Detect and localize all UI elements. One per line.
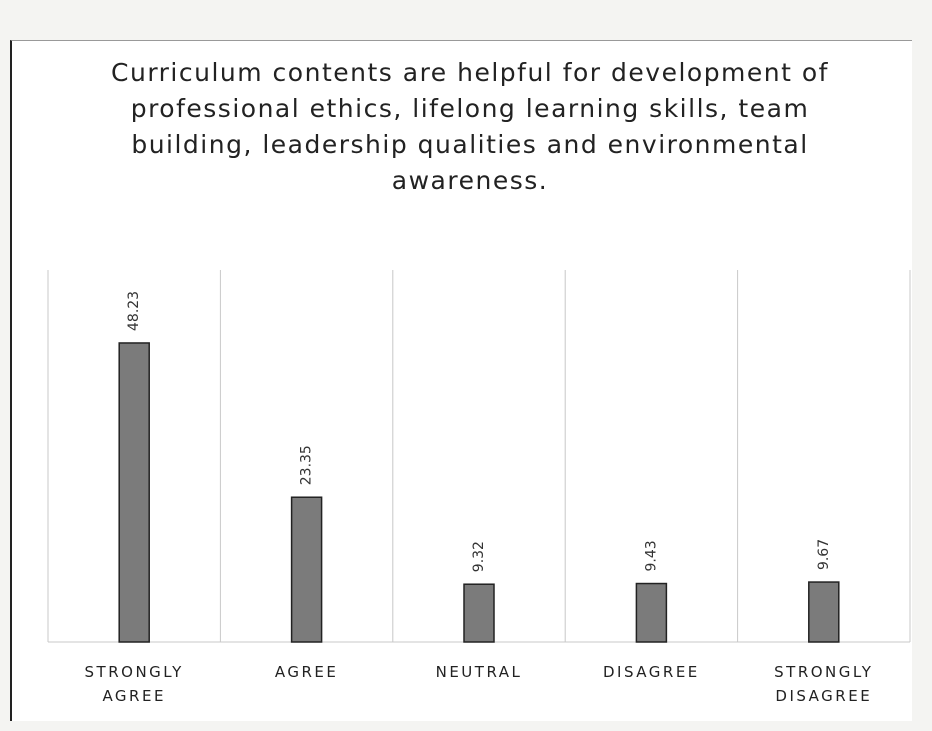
- x-tick-label: STRONGLY AGREE: [84, 663, 184, 705]
- value-label: 48.23: [126, 291, 142, 331]
- value-label: 9.43: [643, 540, 659, 571]
- chart-title: Curriculum contents are helpful for deve…: [111, 58, 829, 195]
- x-tick-label: NEUTRAL: [435, 663, 523, 681]
- x-tick-label: AGREE: [274, 663, 339, 681]
- bar: [118, 342, 150, 643]
- x-tick-label: STRONGLY DISAGREE: [774, 663, 874, 705]
- bar: [808, 581, 840, 643]
- bar: [290, 496, 323, 643]
- value-label: 23.35: [299, 445, 315, 485]
- x-tick-label: DISAGREE: [603, 663, 700, 681]
- value-label: 9.32: [471, 541, 487, 572]
- bar: [635, 582, 668, 643]
- chart-frame: [10, 40, 912, 721]
- value-label: 9.67: [816, 539, 832, 570]
- bar: [463, 583, 495, 643]
